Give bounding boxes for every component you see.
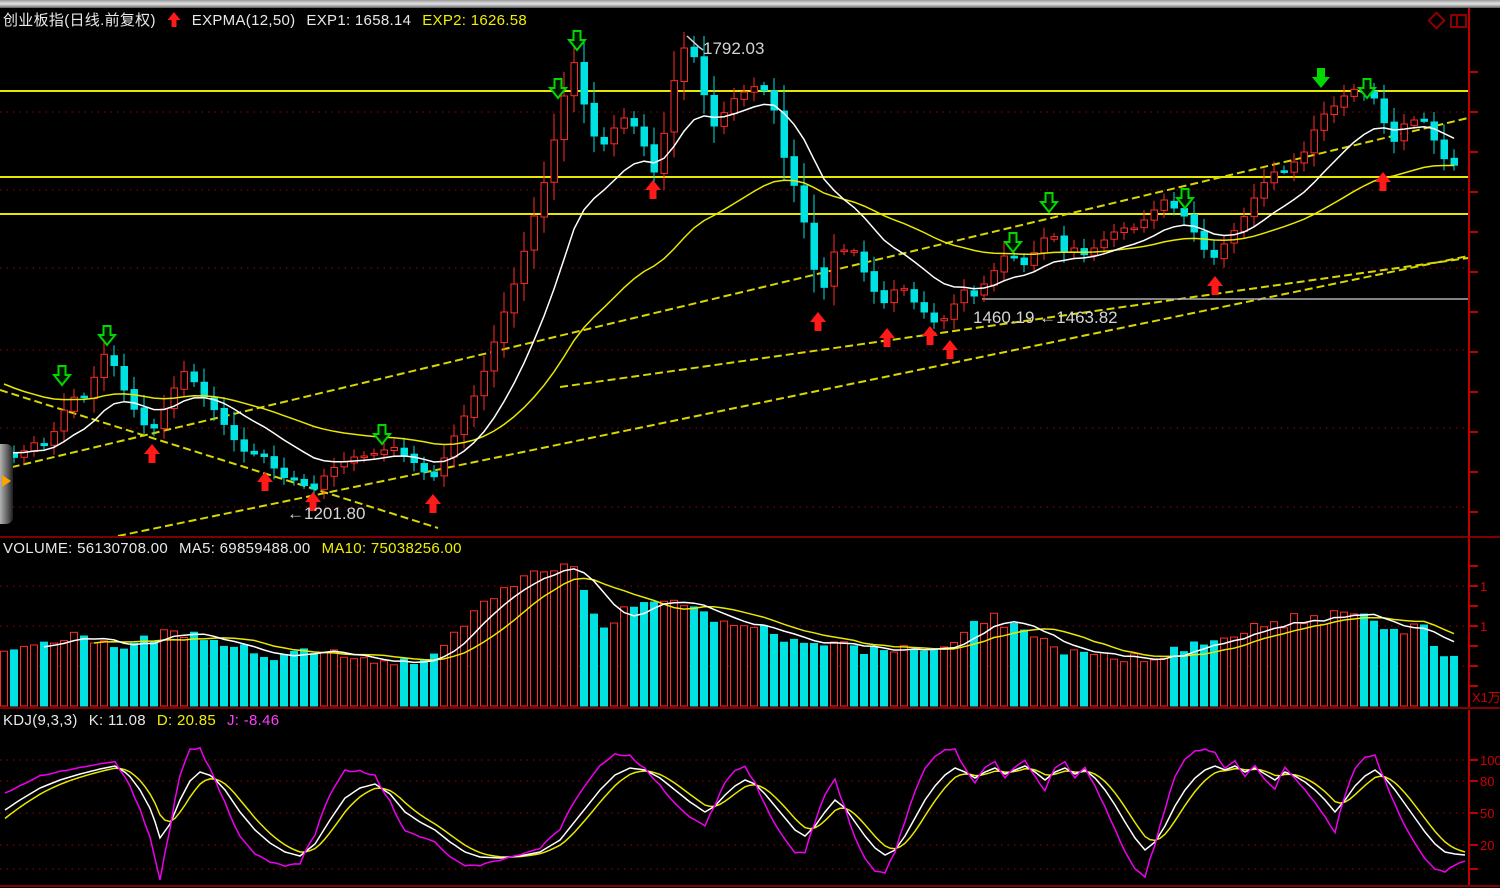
price-pane[interactable]: 1792.03 ←1201.80 1460.19 ←1463.82 创业板指(日线.…	[0, 0, 1500, 537]
kdj-header: KDJ(9,3,3) K: 11.08 D: 20.85 J: -8.46	[3, 712, 290, 729]
kdj-pane[interactable]: 100 80 50 20 KDJ(9,3,3) K: 11.08 D: 20.85 J: -…	[0, 710, 1500, 886]
kdj-name[interactable]: KDJ(9,3,3)	[3, 712, 78, 729]
candles	[0, 32, 1458, 500]
symbol-title[interactable]: 创业板指(日线.前复权)	[3, 12, 156, 29]
kdj-chart[interactable]: 100 80 50 20	[0, 710, 1500, 886]
split-window-icon-bar	[1456, 16, 1458, 26]
kdj-gridlines	[0, 759, 1468, 870]
pane-divider	[0, 707, 1500, 709]
kdj-k-value: K: 11.08	[88, 712, 146, 729]
indicator-name[interactable]: EXPMA(12,50)	[191, 12, 296, 29]
volume-ma5-value: MA5: 69859488.00	[178, 540, 311, 557]
pane-divider	[0, 885, 1500, 887]
price-header: 创业板指(日线.前复权) EXPMA(12,50) EXP1: 1658.14 EXP…	[3, 9, 538, 30]
kdj-k-line	[4, 765, 1466, 859]
volume-pane[interactable]: 1 1 X1万 VOLUME: 56130708.00 MA5: 69859488.0…	[0, 538, 1500, 707]
volume-ma10-value: MA10: 75038256.00	[321, 540, 462, 557]
price-gridlines	[0, 111, 1468, 508]
exp2-value: EXP2: 1626.58	[422, 12, 528, 29]
volume-value[interactable]: VOLUME: 56130708.00	[3, 540, 168, 557]
kdj-axis-label: 80	[1480, 774, 1494, 789]
price-chart[interactable]: 1792.03 ←1201.80 1460.19 ←1463.82	[0, 0, 1500, 537]
exp1-value: EXP1: 1658.14	[306, 12, 412, 29]
kdj-d-value: D: 20.85	[156, 712, 216, 729]
price-annotations: 1792.03 ←1201.80 1460.19 ←1463.82	[287, 35, 1118, 523]
kdj-axis-label: 50	[1480, 806, 1494, 821]
kdj-axis-label: 100	[1480, 753, 1500, 768]
pane-divider	[0, 536, 1500, 538]
trendlines	[0, 117, 1469, 537]
volume-right-axis: 1 1 X1万	[1468, 538, 1500, 707]
kdj-j-line	[4, 746, 1466, 880]
price-annotation: 1460.19 ←1463.82	[973, 308, 1118, 327]
kdj-j-value: J: -8.46	[226, 712, 280, 729]
volume-header: VOLUME: 56130708.00 MA5: 69859488.00 MA10:…	[3, 540, 473, 557]
buy-signal-arrows	[144, 172, 1391, 513]
kdj-right-axis: 100 80 50 20	[1468, 710, 1500, 886]
up-arrow-icon	[167, 12, 181, 27]
volume-axis-label: 1	[1480, 579, 1487, 594]
volume-axis-label: 1	[1480, 619, 1487, 634]
kdj-d-line	[4, 767, 1466, 858]
expma-slow-line	[3, 164, 1454, 446]
price-right-axis	[1468, 8, 1478, 537]
expma-fast-line	[3, 103, 1455, 463]
expand-arrow-icon	[2, 475, 11, 487]
split-window-icon[interactable]	[1450, 14, 1467, 28]
volume-ma5-line	[43, 568, 1455, 664]
window-top-strip	[0, 0, 1500, 8]
sell-signal-arrows	[51, 30, 1378, 446]
kdj-axis-label: 20	[1480, 838, 1494, 853]
price-annotation: 1792.03	[703, 39, 764, 58]
volume-unit-label: X1万	[1472, 690, 1500, 705]
left-splitter-handle[interactable]	[0, 444, 13, 524]
price-annotation: ←1201.80	[287, 504, 365, 523]
volume-chart[interactable]: 1 1 X1万	[0, 538, 1500, 707]
volume-bars	[0, 563, 1458, 707]
